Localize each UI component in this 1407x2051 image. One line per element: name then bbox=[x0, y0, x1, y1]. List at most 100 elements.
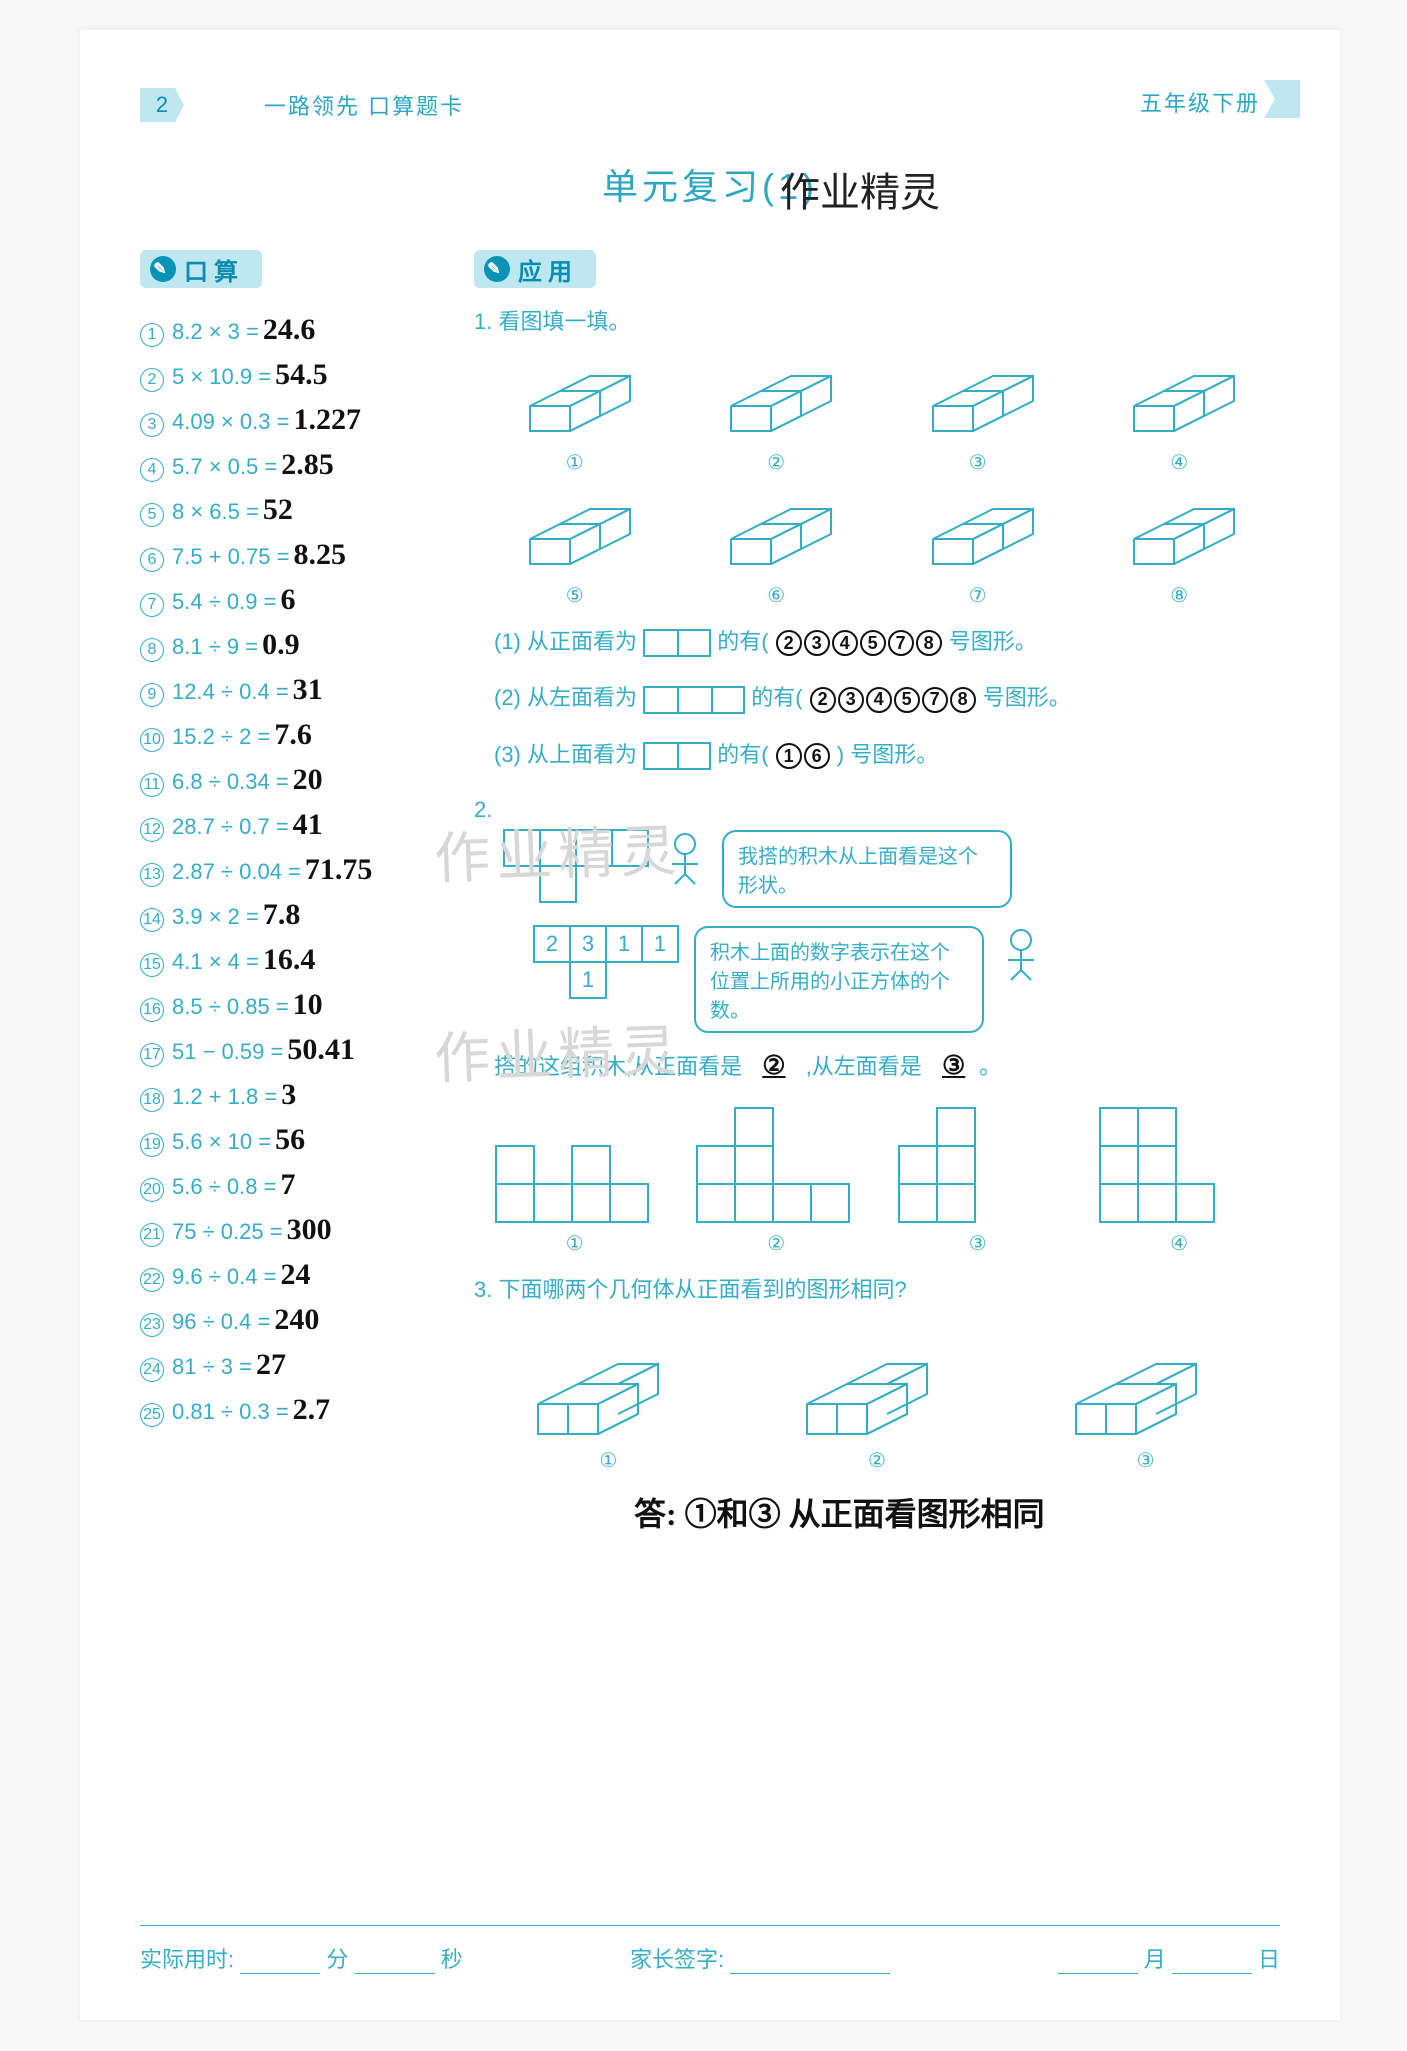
handwritten-answer: 20 bbox=[293, 763, 323, 797]
question-expression: 9.6 ÷ 0.4 = bbox=[172, 1264, 276, 1290]
cube-figures-row-1 bbox=[474, 356, 1280, 446]
question-number: 9 bbox=[140, 683, 164, 707]
figure-label: ④ bbox=[1114, 450, 1244, 475]
mental-question-row: 229.6 ÷ 0.4 =24 bbox=[140, 1258, 450, 1292]
cube-figure bbox=[777, 1324, 977, 1444]
mental-question-row: 75.4 ÷ 0.9 =6 bbox=[140, 583, 450, 617]
handwritten-answer: 16.4 bbox=[263, 943, 316, 977]
question-expression: 0.81 ÷ 0.3 = bbox=[172, 1399, 289, 1425]
mental-question-list: 18.2 × 3 =24.625 × 10.9 =54.534.09 × 0.3… bbox=[140, 313, 450, 1427]
figure-label: ③ bbox=[913, 450, 1043, 475]
mental-question-row: 34.09 × 0.3 =1.227 bbox=[140, 403, 450, 437]
mental-question-row: 1228.7 ÷ 0.7 =41 bbox=[140, 808, 450, 842]
question-expression: 6.8 ÷ 0.34 = bbox=[172, 769, 289, 795]
mental-question-row: 23 96 ÷ 0.4 =240 bbox=[140, 1303, 450, 1337]
handwritten-answer: 31 bbox=[293, 673, 323, 707]
question-number: 25 bbox=[140, 1403, 164, 1427]
blank-month bbox=[1058, 1956, 1138, 1974]
question-expression: 5.4 ÷ 0.9 = bbox=[172, 589, 276, 615]
mental-question-row: 205.6 ÷ 0.8 =7 bbox=[140, 1168, 450, 1202]
question-expression: 8.5 ÷ 0.85 = bbox=[172, 994, 289, 1020]
ortho-option bbox=[696, 1107, 856, 1227]
mental-question-row: 2481 ÷ 3 =27 bbox=[140, 1348, 450, 1382]
handwritten-answer: 240 bbox=[274, 1303, 319, 1337]
cube-figure bbox=[1046, 1324, 1246, 1444]
question-number: 14 bbox=[140, 908, 164, 932]
question-number: 2 bbox=[140, 368, 164, 392]
question-expression: 1.2 + 1.8 = bbox=[172, 1084, 277, 1110]
shape-outline bbox=[643, 629, 711, 657]
question-expression: 5.6 × 10 = bbox=[172, 1129, 271, 1155]
figure-label: ② bbox=[777, 1448, 977, 1473]
handwritten-answer: 0.9 bbox=[262, 628, 300, 662]
handwritten-answer: 300 bbox=[287, 1213, 332, 1247]
page-number-badge: 2 bbox=[140, 88, 184, 122]
question-number: 23 bbox=[140, 1313, 164, 1337]
handwritten-answer: 8.25 bbox=[293, 538, 346, 572]
footer-sign: 家长签字: bbox=[630, 1942, 890, 1974]
handwritten-answer: 7.8 bbox=[263, 898, 301, 932]
question-number: 24 bbox=[140, 1358, 164, 1382]
section-header-application: ✎ 应用 bbox=[474, 250, 596, 288]
child-icon bbox=[664, 830, 706, 890]
question-number: 6 bbox=[140, 548, 164, 572]
question-number: 22 bbox=[140, 1268, 164, 1292]
ortho-option bbox=[495, 1107, 655, 1227]
q3-handwritten-answer: 答: ①和③ 从正面看图形相同 bbox=[634, 1489, 1280, 1535]
mental-question-row: 168.5 ÷ 0.85 =10 bbox=[140, 988, 450, 1022]
q1-fill-line: (2) 从左面看为 的有( 234578 号图形。 bbox=[494, 674, 1280, 721]
handwritten-answer: 50.41 bbox=[287, 1033, 355, 1067]
mental-question-row: 250.81 ÷ 0.3 =2.7 bbox=[140, 1393, 450, 1427]
mental-question-row: 1751 − 0.59 =50.41 bbox=[140, 1033, 450, 1067]
header-right-title: 五年级下册 bbox=[1140, 86, 1260, 118]
handwritten-answer: 6 bbox=[280, 583, 295, 617]
handwritten-answer: 3 bbox=[281, 1078, 296, 1112]
figure-label: ③ bbox=[1046, 1448, 1246, 1473]
mental-question-row: 154.1 × 4 =16.4 bbox=[140, 943, 450, 977]
page-number: 2 bbox=[156, 92, 168, 118]
mental-question-row: 195.6 × 10 =56 bbox=[140, 1123, 450, 1157]
cube-figure bbox=[913, 356, 1043, 446]
question-number: 1 bbox=[140, 323, 164, 347]
blank-signature bbox=[730, 1956, 890, 1974]
handwritten-answer: 16 bbox=[775, 739, 831, 768]
q2-ans-front: ② bbox=[748, 1051, 799, 1080]
question-number: 13 bbox=[140, 863, 164, 887]
question-number: 10 bbox=[140, 728, 164, 752]
question-expression: 7.5 + 0.75 = bbox=[172, 544, 289, 570]
question-expression: 3.9 × 2 = bbox=[172, 904, 259, 930]
blank-day bbox=[1172, 1956, 1252, 1974]
mental-question-row: 6 7.5 + 0.75 =8.25 bbox=[140, 538, 450, 572]
q2-num-row: 23111 积木上面的数字表示在这个位置上所用的小正方体的个数。 bbox=[534, 926, 1280, 1033]
question-expression: 12.4 ÷ 0.4 = bbox=[172, 679, 289, 705]
handwritten-answer: 24.6 bbox=[263, 313, 316, 347]
handwritten-annotation: 作业精灵 bbox=[780, 160, 940, 218]
worksheet-page: 2 一路领先 口算题卡 五年级下册 单元复习(1) 作业精灵 ✎ 口算 18.2… bbox=[80, 30, 1340, 2020]
question-number: 5 bbox=[140, 503, 164, 527]
section-label: 应用 bbox=[518, 252, 578, 287]
handwritten-answer: 7.6 bbox=[274, 718, 312, 752]
mental-question-row: 88.1 ÷ 9 =0.9 bbox=[140, 628, 450, 662]
cube-figure bbox=[913, 489, 1043, 579]
shape-outline bbox=[643, 686, 745, 714]
q2-sentence-pre: 搭的这组积木,从正面看是 bbox=[494, 1054, 742, 1079]
handwritten-answer: 1.227 bbox=[293, 403, 361, 437]
q3-labels: ①②③ bbox=[474, 1448, 1280, 1473]
cube-figures-row-2 bbox=[474, 489, 1280, 579]
handwritten-answer: 234578 bbox=[775, 626, 943, 655]
cube-figure bbox=[1114, 489, 1244, 579]
question-number: 19 bbox=[140, 1133, 164, 1157]
question-expression: 28.7 ÷ 0.7 = bbox=[172, 814, 289, 840]
question-expression: 96 ÷ 0.4 = bbox=[172, 1309, 270, 1335]
q2-top-view-shape bbox=[504, 830, 648, 908]
speech-bubble-right: 积木上面的数字表示在这个位置上所用的小正方体的个数。 bbox=[694, 926, 984, 1033]
question-expression: 2.87 ÷ 0.04 = bbox=[172, 859, 301, 885]
handwritten-answer: 54.5 bbox=[275, 358, 328, 392]
mental-question-row: 25 × 10.9 =54.5 bbox=[140, 358, 450, 392]
cube-labels-row-2: ⑤⑥⑦⑧ bbox=[474, 583, 1280, 608]
question-expression: 4.09 × 0.3 = bbox=[172, 409, 289, 435]
question-expression: 75 ÷ 0.25 = bbox=[172, 1219, 283, 1245]
question-expression: 5.7 × 0.5 = bbox=[172, 454, 277, 480]
question-number: 8 bbox=[140, 638, 164, 662]
mental-arithmetic-column: ✎ 口算 18.2 × 3 =24.625 × 10.9 =54.534.09 … bbox=[140, 250, 450, 1535]
